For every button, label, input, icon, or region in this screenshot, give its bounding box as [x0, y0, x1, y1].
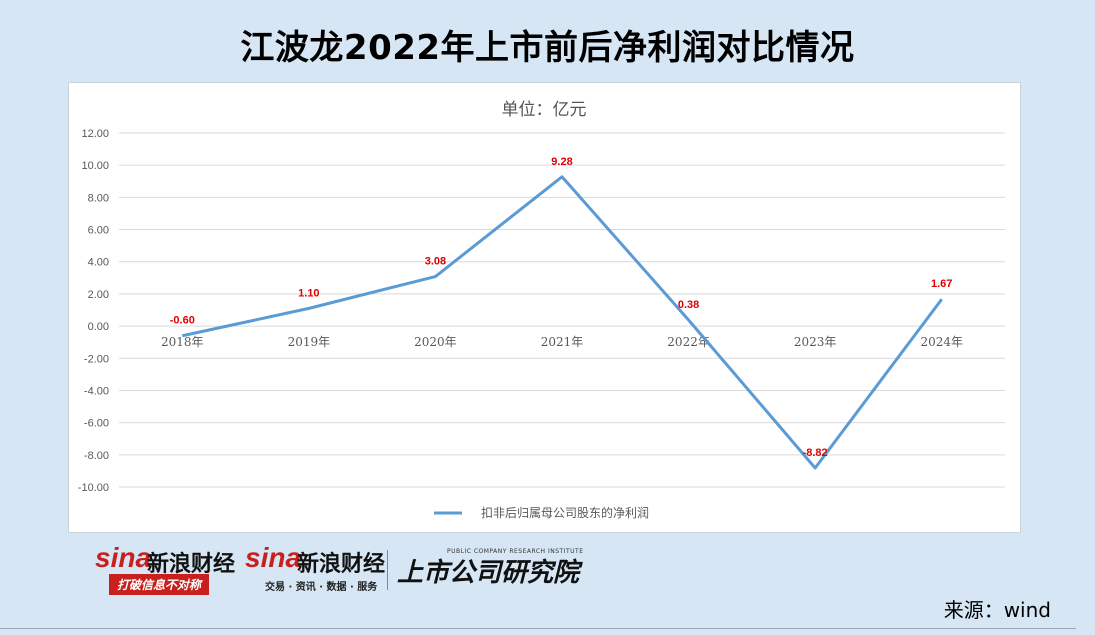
research-institute-english: PUBLIC COMPANY RESEARCH INSTITUTE: [447, 548, 584, 555]
chart-card: 单位：亿元 12.00 10.00 8.00 6.00 4.00 2.00 0.00 -2.00…: [68, 82, 1021, 533]
y-tick-label: 12.00: [81, 128, 109, 140]
y-tick-label: -2.00: [84, 353, 109, 365]
y-tick-label: 8.00: [88, 192, 109, 204]
sina-slogan: 打破信息不对称: [109, 574, 210, 595]
sina-services-tagline: 交易 · 资讯 · 数据 · 服务: [265, 582, 378, 593]
logos: sina 新浪财经 打破信息不对称 sina 新浪财经 交易 · 资讯 · 数据…: [95, 542, 615, 602]
data-label: 1.10: [298, 287, 319, 299]
x-tick-label: 2022年: [667, 335, 710, 349]
page-title: 江波龙2022年上市前后净利润对比情况: [240, 28, 855, 68]
research-institute-logo: 上市公司研究院: [397, 558, 580, 588]
y-tick-label: 4.00: [88, 257, 109, 269]
data-label: 3.08: [425, 256, 446, 268]
x-tick-label: 2018年: [161, 335, 204, 349]
y-tick-label: -10.00: [78, 482, 109, 494]
y-tick-label: -8.00: [84, 450, 109, 462]
series-line: [181, 175, 943, 470]
x-tick-label: 2024年: [920, 335, 963, 349]
y-tick-label: 10.00: [81, 160, 109, 172]
y-tick-label: 6.00: [88, 225, 109, 237]
data-label: 1.67: [931, 278, 952, 290]
x-tick-label: 2020年: [414, 335, 457, 349]
legend-label: 扣非后归属母公司股东的净利润: [481, 505, 649, 520]
y-tick-label: 2.00: [88, 289, 109, 301]
data-label: 9.28: [551, 156, 572, 168]
x-tick-label: 2021年: [541, 335, 584, 349]
sina-finance-logo-text: 新浪财经: [147, 552, 236, 577]
y-tick-label: -6.00: [84, 418, 109, 430]
x-tick-label: 2023年: [794, 335, 837, 349]
chart-title: 单位：亿元: [502, 100, 587, 120]
data-label: -8.82: [803, 447, 828, 459]
sina-finance-logo-text-2: 新浪财经: [297, 552, 386, 577]
sina-logo-2: sina: [245, 542, 302, 573]
bottom-rule: [0, 628, 1076, 629]
x-tick-label: 2019年: [288, 335, 331, 349]
y-tick-label: -4.00: [84, 385, 109, 397]
data-label: 0.38: [678, 299, 699, 311]
y-tick-label: 0.00: [88, 321, 109, 333]
logo-divider: [387, 550, 388, 590]
source-note: 来源：wind: [943, 598, 1051, 622]
data-label: -0.60: [170, 315, 195, 327]
line-chart: 单位：亿元 12.00 10.00 8.00 6.00 4.00 2.00 0.00 -2.00…: [78, 100, 1005, 520]
sina-logo: sina: [95, 542, 152, 573]
